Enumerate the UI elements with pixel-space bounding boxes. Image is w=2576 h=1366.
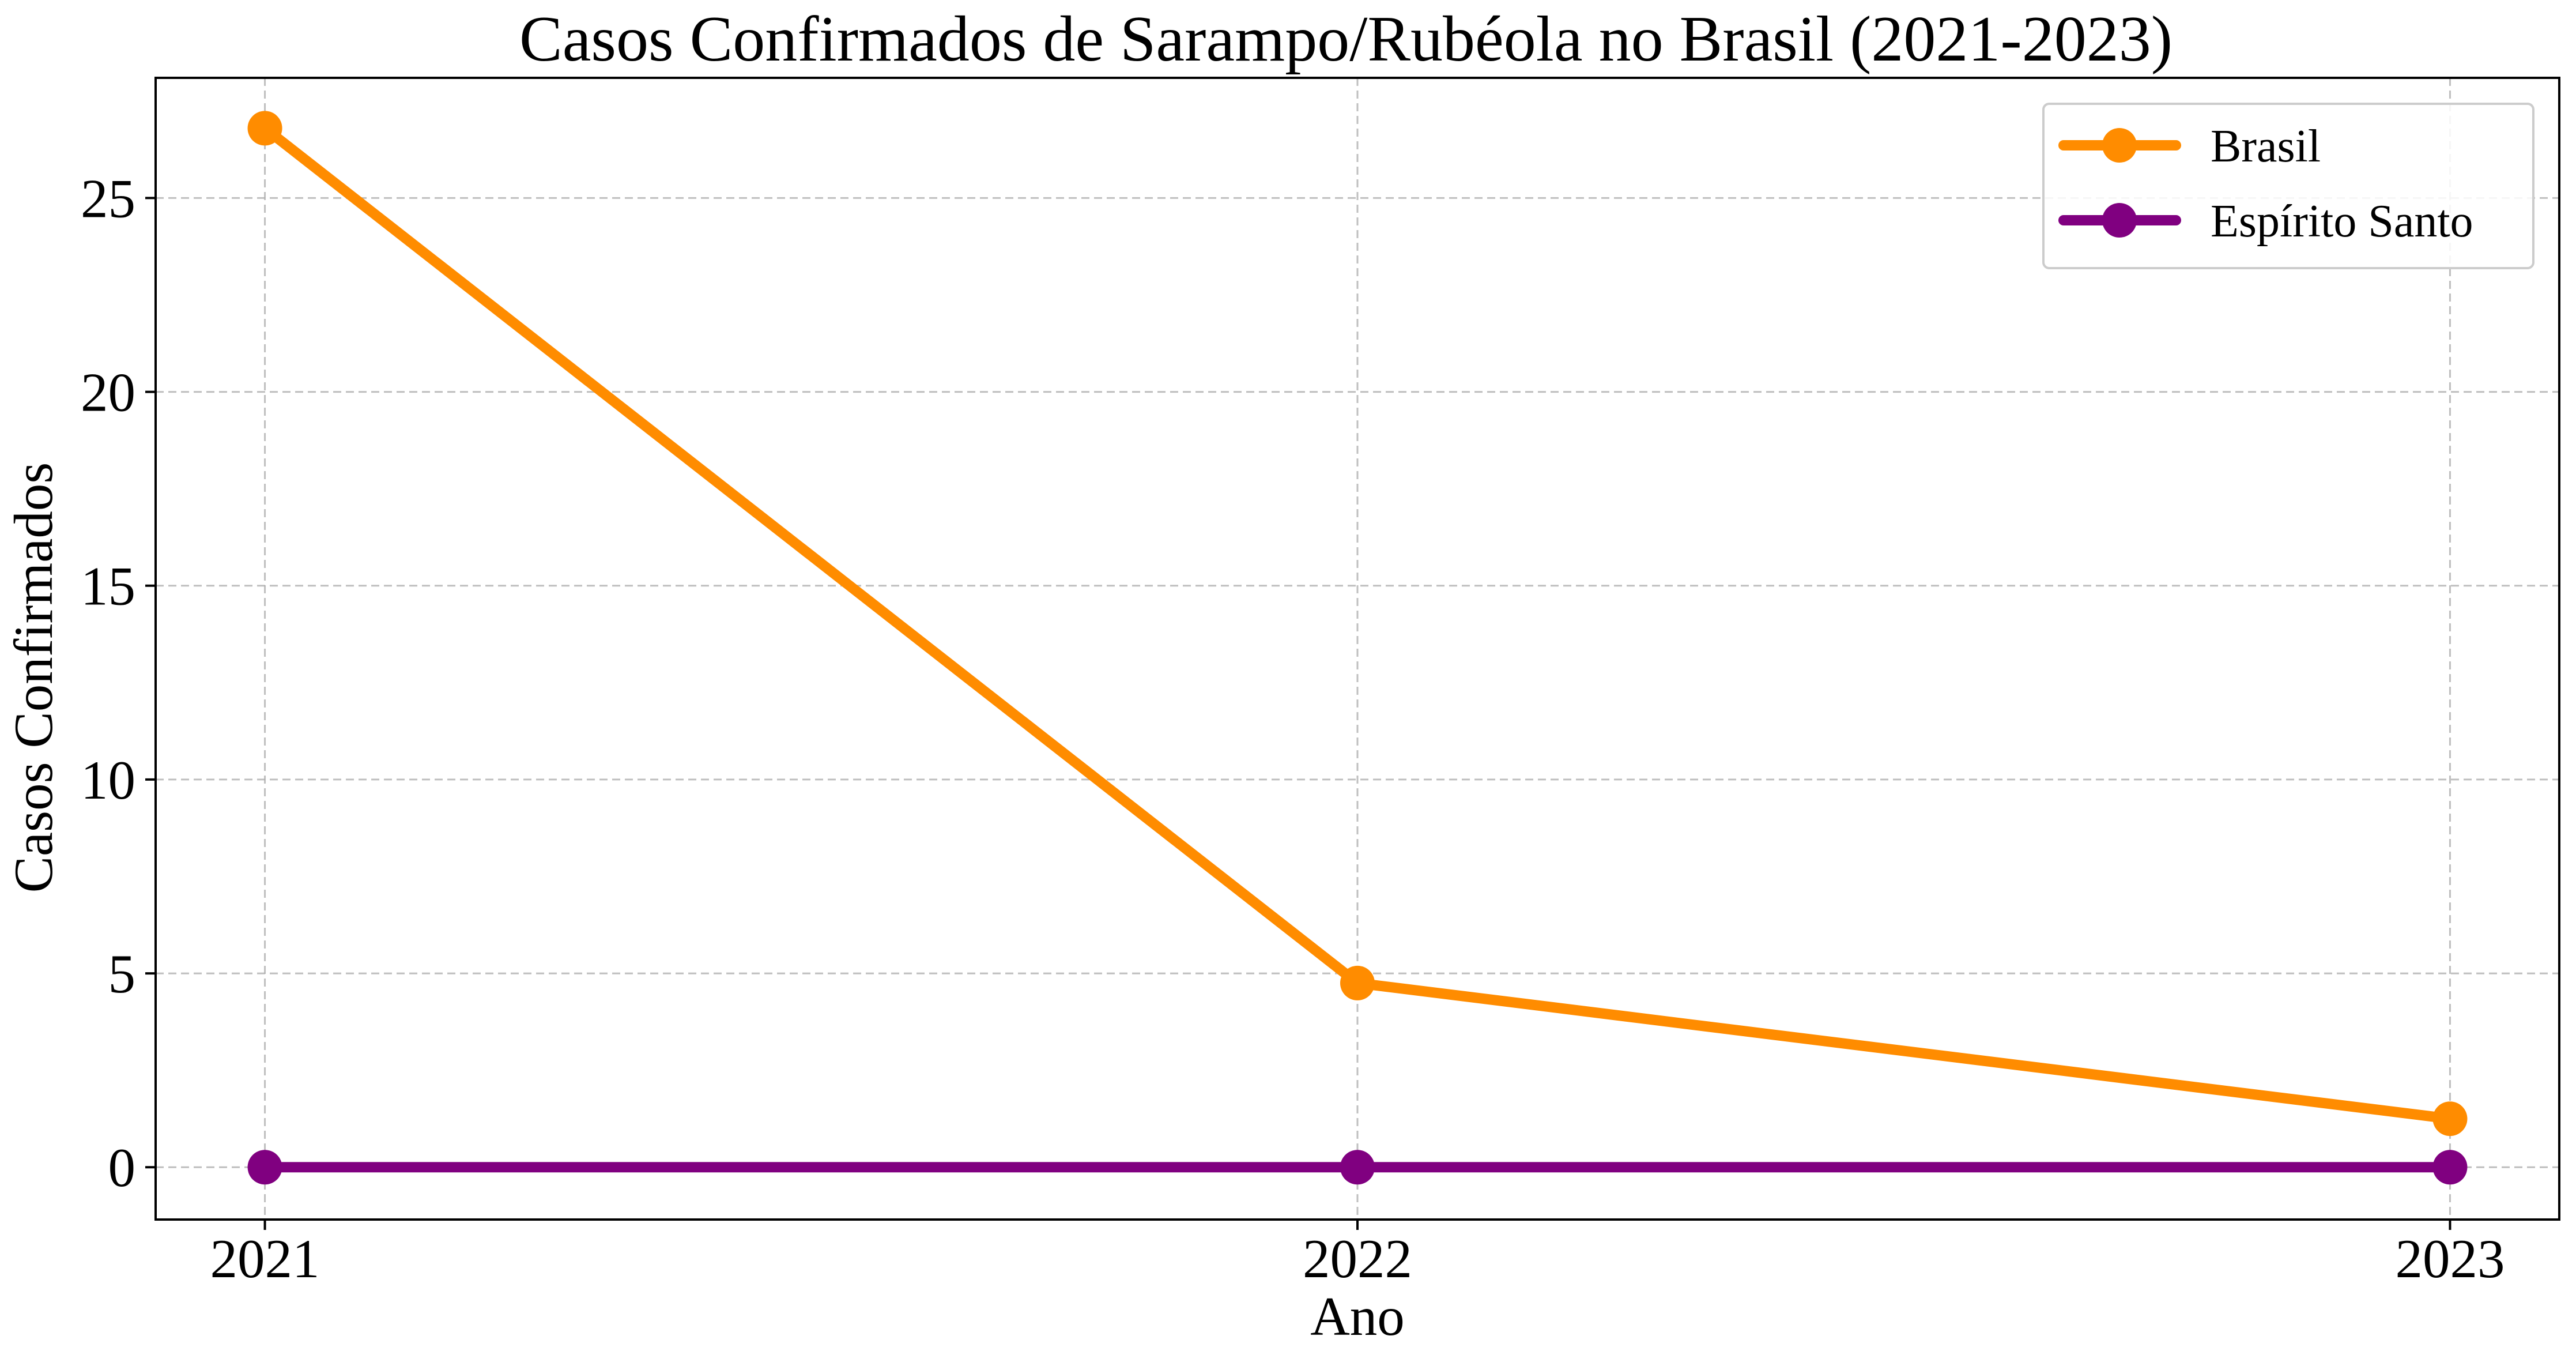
x-tick-label: 2023: [2395, 1228, 2505, 1289]
y-tick-label: 20: [81, 362, 135, 423]
y-tick-label: 5: [108, 943, 136, 1004]
legend-marker: [2102, 128, 2137, 163]
y-tick-label: 25: [81, 168, 135, 229]
legend-label: Brasil: [2211, 121, 2321, 172]
legend-marker: [2102, 203, 2137, 238]
data-point: [247, 1150, 282, 1185]
data-point: [1340, 1150, 1375, 1185]
legend-label: Espírito Santo: [2211, 196, 2473, 247]
data-point: [2432, 1101, 2468, 1137]
x-tick-label: 2021: [210, 1228, 320, 1289]
series-layer: [247, 111, 2468, 1185]
series-esp-rito-santo: [247, 1150, 2468, 1185]
x-axis-label: Ano: [1310, 1286, 1405, 1347]
data-point: [2432, 1150, 2468, 1185]
data-point: [1340, 965, 1375, 1000]
legend: Brasil Espírito Santo: [2042, 103, 2534, 269]
axis-ticks: 2021 2022 2023 0 5 10 15 20 25: [81, 168, 2505, 1289]
y-tick-label: 15: [81, 556, 135, 617]
data-point: [247, 111, 282, 146]
chart-title: Casos Confirmados de Sarampo/Rubéola no …: [519, 3, 2173, 75]
y-axis-label: Casos Confirmados: [3, 462, 64, 893]
series-brasil: [247, 111, 2468, 1137]
x-tick-label: 2022: [1303, 1228, 1412, 1289]
y-tick-label: 10: [81, 750, 135, 811]
y-tick-label: 0: [108, 1137, 136, 1198]
